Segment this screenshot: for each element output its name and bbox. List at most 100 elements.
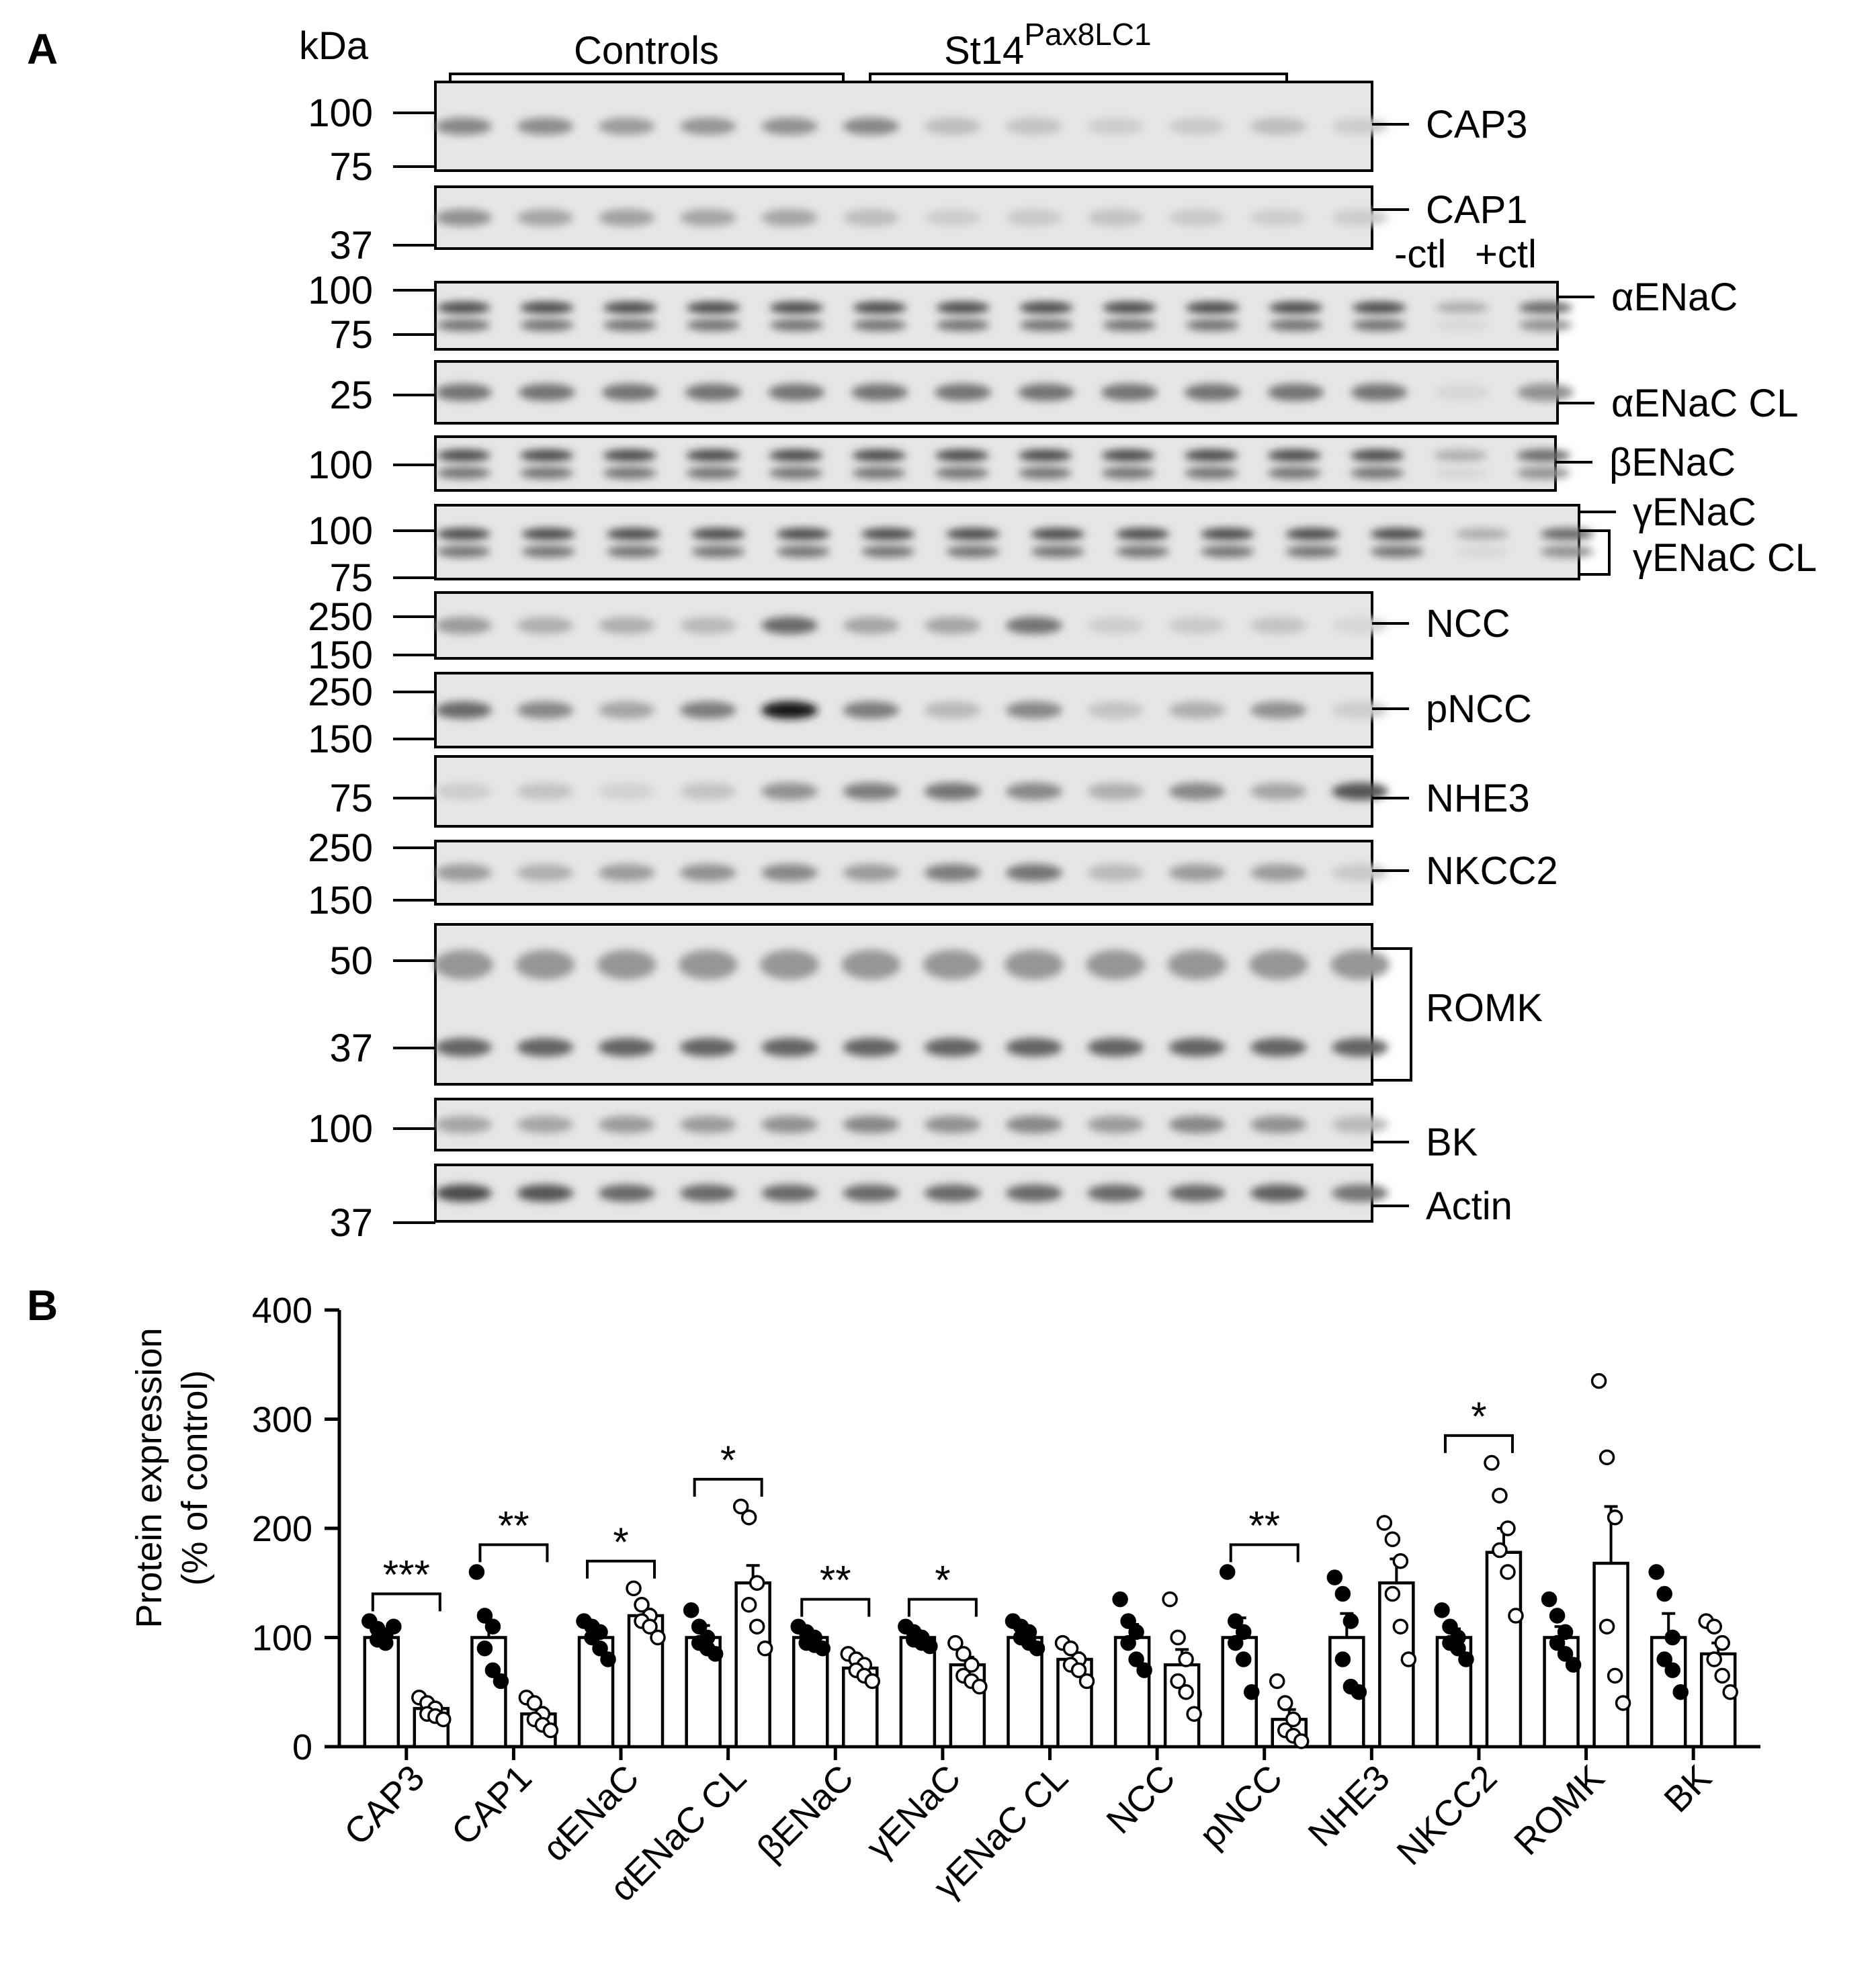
marker-label-alphaenac: 100 [308, 269, 373, 312]
point-ncc-s0 [1136, 1662, 1152, 1678]
point-nhe3-s0 [1342, 1613, 1359, 1629]
point-cap1-s0 [476, 1641, 493, 1657]
band-actin [679, 1184, 736, 1202]
band-upper-romk [760, 950, 820, 979]
band-alphaenac-cl [851, 384, 908, 401]
band-lower-romk [843, 1038, 900, 1057]
band-ncc [1005, 617, 1062, 634]
point-pncc-s0 [1219, 1564, 1236, 1580]
band-cap1 [924, 209, 981, 226]
band-alphaenac-cl [1517, 384, 1574, 401]
band-cap3 [761, 118, 818, 135]
band-ncc [1332, 617, 1388, 634]
point-cap3-s0 [378, 1634, 394, 1651]
point-nhe3-s1 [1400, 1651, 1417, 1667]
band-upper-gammaenac [1455, 528, 1509, 540]
point-betaenac-s0 [814, 1641, 831, 1657]
band-upper-betaenac [1517, 449, 1570, 462]
band-nkcc2 [679, 864, 736, 881]
mutant-group-superscript: Pax8LC1 [1024, 17, 1151, 52]
band-lower-gammaenac [1200, 545, 1254, 558]
point-ncc-s0 [1128, 1651, 1144, 1667]
band-alphaenac-cl [1267, 384, 1324, 401]
band-upper-betaenac [1018, 449, 1072, 462]
band-upper-gammaenac [861, 528, 915, 540]
point-ncc-s1 [1178, 1651, 1194, 1667]
band-actin [517, 1184, 574, 1202]
point-bk-s0 [1664, 1629, 1680, 1646]
blot-label-gammaenac-cl: γENaC CL [1633, 536, 1817, 580]
blot-alphaenac [434, 281, 1572, 351]
blot-alphaenac-cl [434, 360, 1574, 425]
point-romk-s1 [1590, 1372, 1607, 1389]
point-alphaenac-s1 [634, 1597, 650, 1613]
band-nhe3 [761, 783, 818, 800]
band-alphaenac-cl [601, 384, 658, 401]
band-cap3 [843, 118, 900, 135]
band-upper-alphaenac [1185, 302, 1240, 314]
blot-betaenac [434, 435, 1570, 492]
band-lower-romk [598, 1038, 655, 1057]
blot-bk [434, 1098, 1388, 1151]
point-pncc-s0 [1227, 1634, 1244, 1651]
y-tick-label: 300 [252, 1400, 312, 1440]
point-bk-s0 [1672, 1684, 1689, 1700]
band-bk [1005, 1116, 1062, 1133]
point-bk-s1 [1706, 1651, 1722, 1667]
sig-bracket-cap3 [371, 1592, 441, 1612]
band-nhe3 [1332, 783, 1388, 800]
band-upper-gammaenac [1115, 528, 1170, 540]
point-nhe3-s1 [1392, 1618, 1409, 1634]
band-upper-alphaenac [519, 302, 574, 314]
band-cap3 [435, 118, 492, 135]
point-romk-s1 [1615, 1695, 1631, 1711]
point-nhe3-s1 [1384, 1585, 1401, 1602]
band-bk [1087, 1116, 1144, 1133]
blot-label-nhe3: NHE3 [1426, 777, 1530, 820]
marker-label-gammaenac: 100 [308, 509, 373, 553]
band-cap3 [598, 118, 655, 135]
controls-bracket [449, 73, 845, 86]
band-upper-alphaenac [936, 302, 990, 314]
blot-frame-actin [434, 1164, 1373, 1223]
band-upper-alphaenac [686, 302, 740, 314]
point-gammaenac-s1 [964, 1657, 980, 1673]
point-ncc-s1 [1162, 1591, 1178, 1608]
point-alphaenac-s0 [592, 1641, 608, 1657]
band-nhe3 [598, 783, 655, 800]
point-gammaenac-cl-s1 [1070, 1662, 1087, 1678]
band-lower-gammaenac [1540, 545, 1594, 558]
point-nkcc2-s1 [1492, 1542, 1508, 1559]
point-cap3-s1 [435, 1711, 452, 1728]
point-bk-s1 [1706, 1618, 1722, 1634]
point-alphaenac-s0 [600, 1651, 616, 1667]
band-alphaenac-cl [1017, 384, 1074, 401]
point-alphaenac-cl-s1 [740, 1597, 757, 1613]
blot-frame-alphaenac [434, 281, 1559, 351]
blot-nhe3 [434, 755, 1388, 828]
band-cap3 [924, 118, 981, 135]
band-nkcc2 [598, 864, 655, 881]
blot-label-cap3: CAP3 [1426, 103, 1528, 146]
band-actin [1005, 1184, 1062, 1202]
band-lower-betaenac [1018, 467, 1072, 479]
point-cap1-s0 [484, 1618, 501, 1634]
band-lower-alphaenac [1352, 319, 1406, 331]
sig-label-alphaenac: * [613, 1520, 628, 1565]
blot-frame-romk [434, 923, 1373, 1086]
point-gammaenac-cl-s0 [1029, 1641, 1046, 1657]
band-lower-romk [435, 1038, 492, 1057]
band-lower-betaenac [935, 467, 989, 479]
band-lower-betaenac [1267, 467, 1322, 479]
band-ncc [517, 617, 574, 634]
point-nkcc2-s1 [1500, 1520, 1516, 1536]
band-lower-betaenac [685, 467, 740, 479]
band-upper-betaenac [603, 449, 657, 462]
band-lower-alphaenac [686, 319, 740, 331]
band-lower-alphaenac [1185, 319, 1240, 331]
band-upper-romk [841, 950, 901, 979]
band-lower-alphaenac [936, 319, 990, 331]
marker-label-pncc: 250 [308, 670, 373, 714]
point-romk-s0 [1557, 1624, 1574, 1641]
point-bk-s0 [1656, 1585, 1672, 1602]
